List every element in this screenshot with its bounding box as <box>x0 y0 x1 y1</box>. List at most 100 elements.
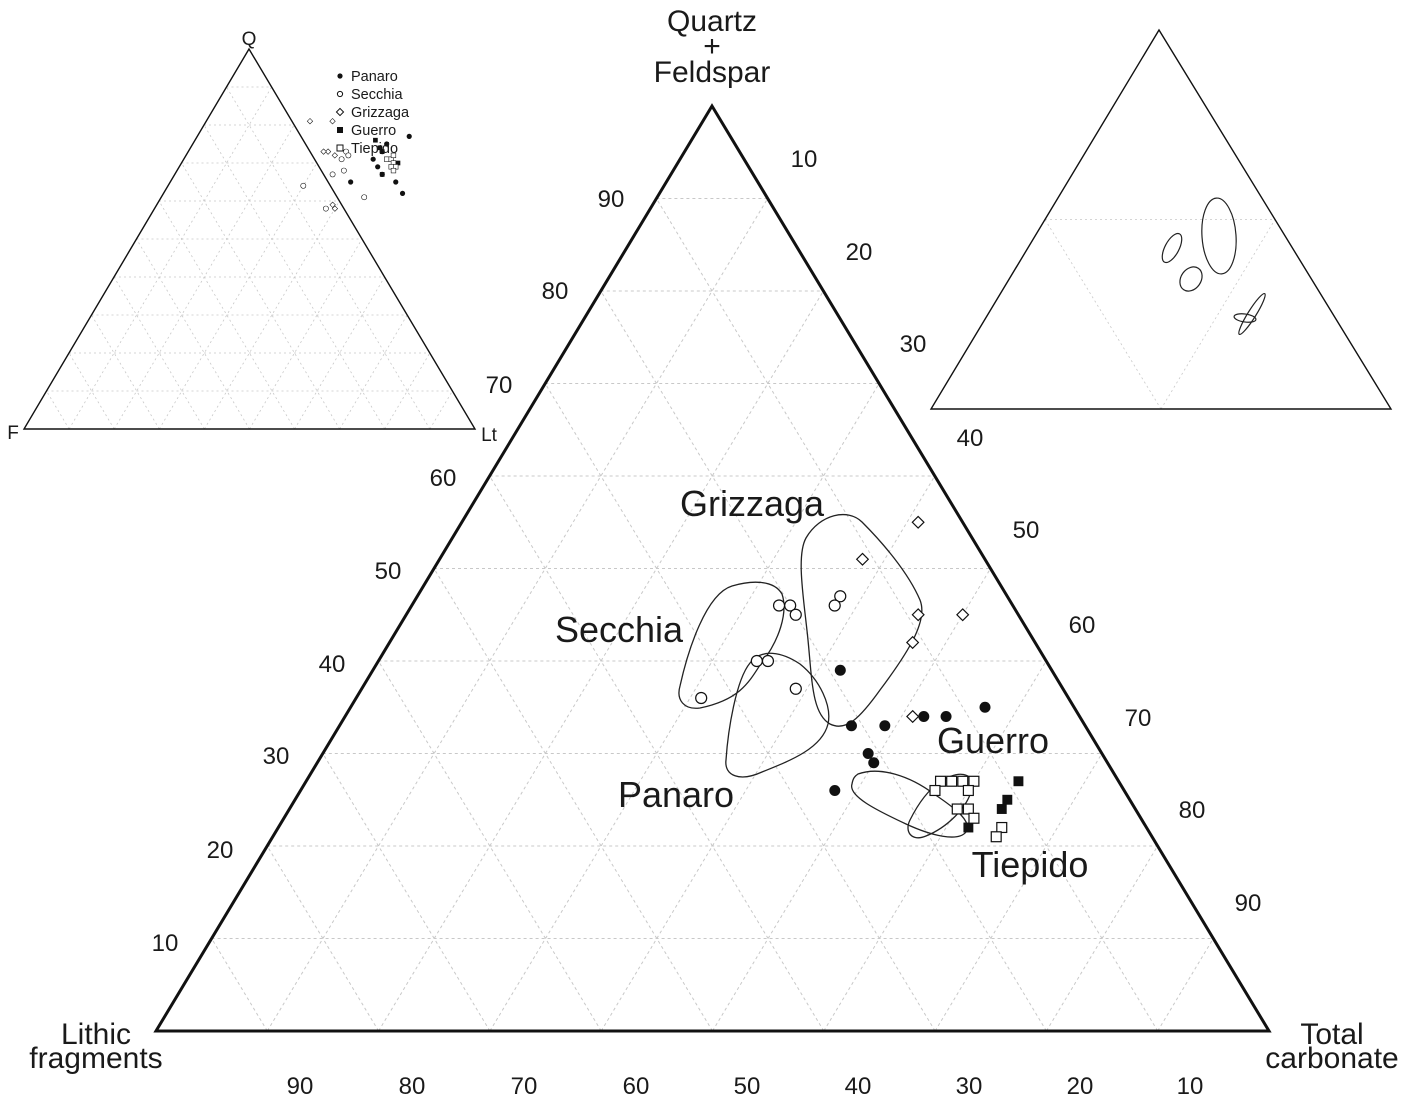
panaro-outline <box>725 652 830 778</box>
bottom-tick-label: 90 <box>287 1073 314 1098</box>
inset-outline-ellipse <box>1238 292 1266 336</box>
data-point-filled-circle <box>862 748 874 759</box>
data-point-filled-circle <box>845 720 857 732</box>
data-point-open-circle <box>338 156 345 163</box>
data-point-open-diamond <box>331 205 339 212</box>
data-point-open-circle <box>761 654 775 668</box>
inset-qflt-apex-f: F <box>7 423 19 444</box>
grid-line <box>136 238 250 430</box>
right-tick-label: 50 <box>1013 517 1040 544</box>
left-edge-ticks: 90 80 70 60 50 40 30 20 10 <box>152 186 625 957</box>
grid-line <box>226 86 431 430</box>
inset-outline-ellipse <box>1161 232 1183 264</box>
data-point-open-diamond <box>906 709 920 724</box>
legend-label: Panaro <box>351 69 398 85</box>
data-point-filled-circle <box>829 785 841 796</box>
apex-top-line1: Quartz <box>667 5 757 38</box>
left-tick-label: 50 <box>375 558 402 585</box>
label-tiepido: Tiepido <box>972 844 1089 885</box>
grid-line <box>181 162 341 430</box>
apex-right-line1: Total <box>1300 1018 1363 1051</box>
right-tick-label: 70 <box>1125 705 1152 732</box>
data-point-filled-circle <box>834 664 846 676</box>
data-point-open-square <box>968 775 980 787</box>
grid-line <box>712 568 991 1032</box>
right-tick-label: 10 <box>791 146 818 173</box>
data-point-filled-circle <box>879 720 891 732</box>
data-point-open-square <box>968 812 980 824</box>
data-point-open-square <box>962 803 974 815</box>
grid-line <box>429 390 453 430</box>
legend-label: Guerro <box>351 123 396 139</box>
data-point-open-circle <box>750 654 763 668</box>
inset-qflt-apex-q: Q <box>242 29 257 50</box>
data-point-filled-circle <box>393 179 399 185</box>
legend-label: Secchia <box>351 87 404 103</box>
data-point-open-square <box>934 775 947 787</box>
inset-qflt-grid <box>46 86 453 430</box>
inset-outline-ellipse <box>1233 313 1257 323</box>
legend-item-guerro: Guerro <box>337 123 396 139</box>
data-point-filled-square <box>996 804 1007 814</box>
main-grid <box>211 198 1214 1032</box>
grid-line <box>211 938 268 1032</box>
legend-marker-filled-circle <box>337 73 343 79</box>
data-point-open-square <box>390 152 397 159</box>
data-point-open-circle <box>828 599 841 612</box>
legend-marker-open-square <box>336 144 344 152</box>
left-tick-label: 20 <box>207 837 234 864</box>
right-tick-label: 20 <box>846 239 873 266</box>
tiepido-outline <box>851 770 968 838</box>
apex-left-line1: Lithic <box>61 1018 131 1051</box>
legend-item-tiepido: Tiepido <box>336 141 398 157</box>
secchia-outline <box>678 581 785 709</box>
data-point-open-diamond <box>331 152 338 159</box>
legend-item-panaro: Panaro <box>337 69 398 85</box>
inset-qflt-points <box>300 118 412 212</box>
data-point-filled-square <box>379 149 385 154</box>
label-secchia: Secchia <box>555 609 684 650</box>
data-point-filled-square <box>1013 776 1024 787</box>
legend-marker-open-diamond <box>335 107 345 117</box>
bottom-tick-label: 30 <box>956 1073 983 1098</box>
data-point-open-circle <box>322 205 329 212</box>
data-point-filled-square <box>373 137 378 143</box>
inset-outline-ellipse <box>1201 197 1237 275</box>
grizzaga-outline <box>800 513 923 727</box>
data-point-filled-circle <box>940 711 952 722</box>
data-point-filled-square <box>377 145 383 151</box>
grid-line <box>489 383 880 1032</box>
bottom-tick-label: 40 <box>845 1073 872 1098</box>
label-panaro: Panaro <box>618 774 734 815</box>
left-tick-label: 80 <box>542 278 569 305</box>
data-point-open-diamond <box>324 148 332 155</box>
bottom-tick-label: 70 <box>511 1073 538 1098</box>
data-point-open-circle <box>329 171 336 178</box>
right-tick-label: 90 <box>1235 890 1262 917</box>
data-point-open-circle <box>789 682 802 695</box>
grid-line <box>266 198 769 1032</box>
data-point-open-circle <box>695 691 708 705</box>
data-point-filled-square <box>963 822 974 833</box>
legend-marker-open-circle <box>336 90 344 98</box>
grid-line <box>322 753 491 1032</box>
data-point-open-diamond <box>911 608 925 622</box>
right-tick-label: 40 <box>957 425 984 452</box>
data-point-open-diamond <box>905 635 920 650</box>
data-point-open-circle <box>300 182 307 189</box>
left-tick-label: 40 <box>319 651 346 678</box>
legend-label: Tiepido <box>351 141 398 157</box>
inset-outline-diagram <box>929 28 1393 410</box>
label-guerro: Guerro <box>937 720 1049 761</box>
apex-top-line3: Feldspar <box>654 56 771 89</box>
grid-line <box>91 314 160 430</box>
data-point-filled-circle <box>375 164 381 170</box>
data-point-open-diamond <box>855 552 870 566</box>
data-point-open-diamond <box>956 608 970 622</box>
bottom-tick-label: 50 <box>734 1073 761 1098</box>
data-point-open-square <box>390 167 397 174</box>
data-point-open-circle <box>340 167 347 174</box>
data-point-open-diamond <box>329 118 336 125</box>
grid-line <box>1157 938 1214 1032</box>
